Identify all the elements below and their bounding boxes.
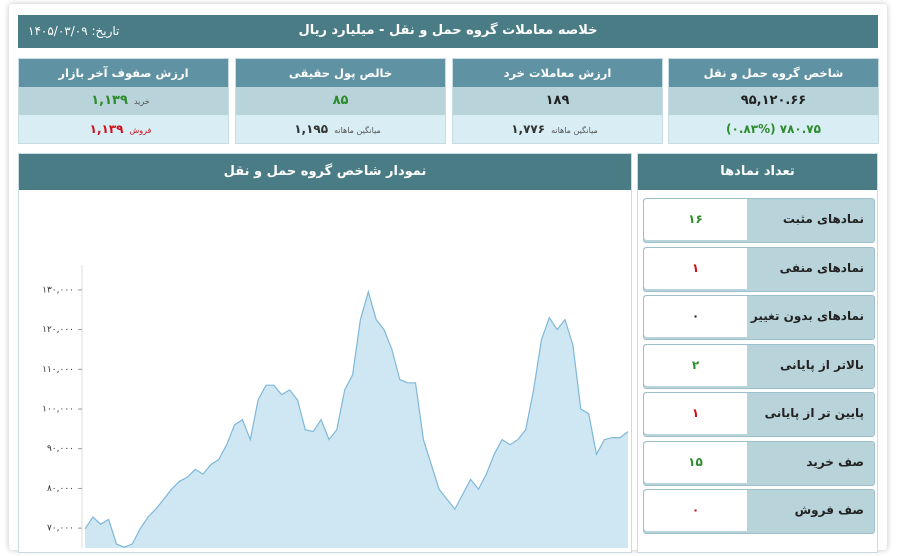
y-tick-label: ۸۰,۰۰۰ <box>47 484 74 494</box>
avg-value: ۱,۷۷۶ <box>511 122 546 136</box>
card-sell: فروش ۱,۱۳۹ <box>19 115 228 143</box>
symbol-value: ۰ <box>644 490 747 531</box>
y-tick-label: ۱۲۰,۰۰۰ <box>42 325 74 335</box>
symbol-label: نمادهای مثبت <box>782 212 864 226</box>
chart-panel: نمودار شاخص گروه حمل و نقل ۷۰,۰۰۰ ۸۰,۰۰۰ ۹… <box>18 153 632 553</box>
card-title: ارزش معاملات خرد <box>453 59 662 87</box>
symbol-label: صف خرید <box>806 454 864 469</box>
chart-title: نمودار شاخص گروه حمل و نقل <box>19 154 631 190</box>
symbol-label: صف فروش <box>794 503 864 517</box>
area <box>85 291 628 548</box>
card-title: ارزش صفوف آخر بازار <box>19 59 228 87</box>
symbol-value: ۱۶ <box>644 199 747 240</box>
card-value: ۱۸۹ <box>453 87 662 115</box>
symbol-value: ۱ <box>644 247 747 289</box>
card: ارزش صفوف آخر بازار خرید ۱,۱۳۹ فروش ۱,۱۳۹ <box>18 58 229 144</box>
y-tick-label: ۹۰,۰۰۰ <box>47 444 74 454</box>
card: ارزش معاملات خرد ۱۸۹ میانگین ماهانه ۱,۷۷۶ <box>452 58 663 144</box>
y-tick-label: ۷۰,۰۰۰ <box>47 524 74 534</box>
symbol-row: ۱ نمادهای منفی <box>643 246 875 292</box>
card: شاخص گروه حمل و نقل ۹۵,۱۲۰.۶۶ ۷۸۰.۷۵ (۰.… <box>668 58 879 144</box>
symbols-title: تعداد نمادها <box>638 154 877 190</box>
symbol-label: پایین تر از پایانی <box>764 406 864 420</box>
symbol-row: ۱ پایین تر از پایانی <box>643 392 875 437</box>
card-title: خالص پول حقیقی <box>236 59 445 87</box>
card-title: شاخص گروه حمل و نقل <box>669 59 878 87</box>
symbol-row: ۲ بالاتر از پایانی <box>643 343 875 389</box>
header-date: تاریخ: ۱۴۰۵/۰۳/۰۹ <box>28 24 120 38</box>
sell-value: ۱,۱۳۹ <box>89 122 124 136</box>
symbol-label: بالاتر از پایانی <box>780 357 864 372</box>
chart: ۷۰,۰۰۰ ۸۰,۰۰۰ ۹۰,۰۰۰ ۱۰۰,۰۰۰ ۱۱۰,۰۰۰ ۱۲۰,۰۰۰ ۱… <box>42 265 629 548</box>
y-tick-label: ۱۱۰,۰۰۰ <box>42 365 74 375</box>
symbol-row: ۰ نمادهای بدون تغییر <box>643 295 875 340</box>
symbol-label: نمادهای منفی <box>779 260 864 275</box>
line <box>84 289 629 548</box>
card-average: میانگین ماهانه ۱,۱۹۵ <box>236 115 445 143</box>
card-value: ۹۵,۱۲۰.۶۶ <box>669 87 878 115</box>
symbol-row: ۱۶ نمادهای مثبت <box>643 198 875 243</box>
symbol-row: ۱۵ صف خرید <box>643 440 875 486</box>
symbol-row: ۰ صف فروش <box>643 489 875 534</box>
card-change: ۷۸۰.۷۵ (۰.۸۳%) <box>669 115 878 143</box>
card-buy: خرید ۱,۱۳۹ <box>19 87 228 115</box>
header-bar: خلاصه معاملات گروه حمل و نقل - میلیارد ر… <box>18 15 878 48</box>
symbol-value: ۰ <box>644 296 747 337</box>
symbol-value: ۱۵ <box>644 441 747 483</box>
card-value: ۸۵ <box>236 87 445 115</box>
y-tick-label: ۱۰۰,۰۰۰ <box>42 405 74 415</box>
avg-label: میانگین ماهانه <box>551 126 598 135</box>
sell-label: فروش <box>129 126 152 135</box>
avg-label: میانگین ماهانه <box>334 126 381 135</box>
buy-value: ۱,۱۳۹ <box>91 93 128 108</box>
symbol-label: نمادهای بدون تغییر <box>750 309 864 323</box>
card: خالص پول حقیقی ۸۵ میانگین ماهانه ۱,۱۹۵ <box>235 58 446 144</box>
header-title: خلاصه معاملات گروه حمل و نقل - میلیارد ر… <box>298 23 598 38</box>
avg-value: ۱,۱۹۵ <box>294 122 329 136</box>
card-average: میانگین ماهانه ۱,۷۷۶ <box>453 115 662 143</box>
y-tick-label: ۱۳۰,۰۰۰ <box>42 285 74 295</box>
buy-label: خرید <box>133 97 150 106</box>
symbol-value: ۱ <box>644 393 747 434</box>
symbols-panel: تعداد نمادها ۱۶ نمادهای مثبت ۱ نمادهای منفی… <box>637 153 878 553</box>
symbol-value: ۲ <box>644 344 747 386</box>
